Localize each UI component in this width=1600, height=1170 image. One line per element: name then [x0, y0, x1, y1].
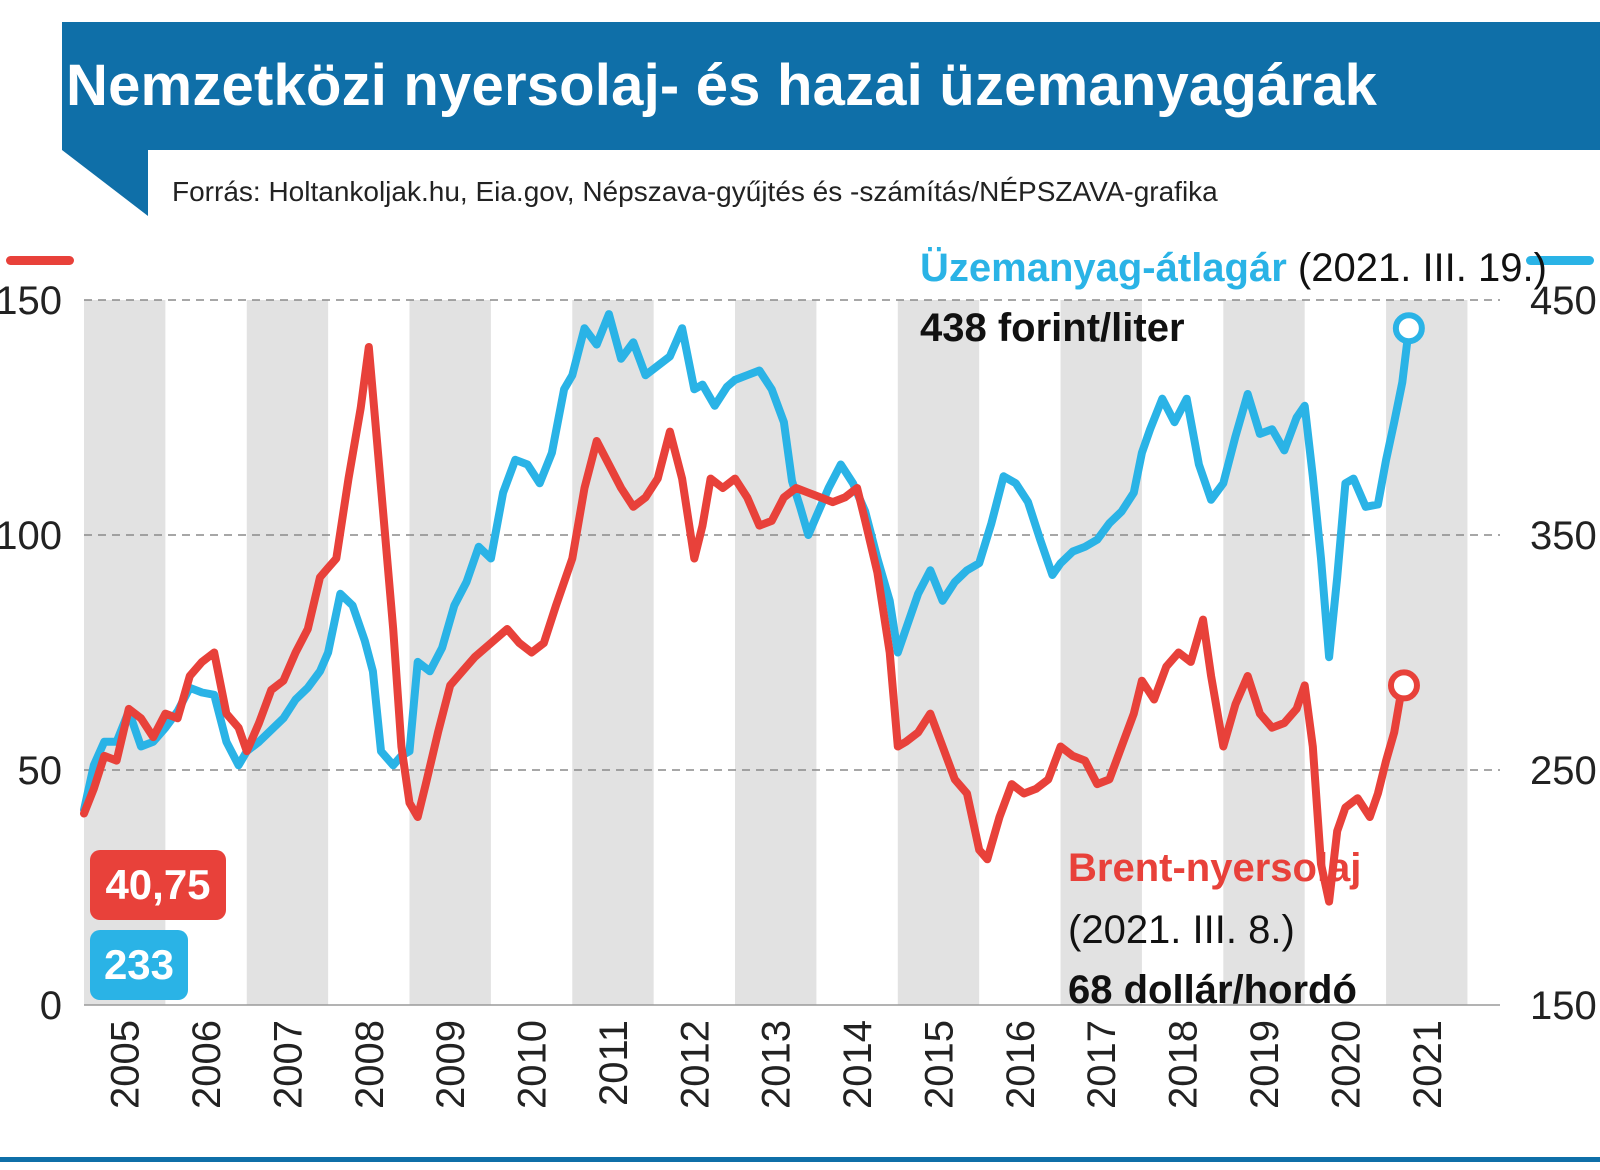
x-tick-label: 2013	[755, 1020, 799, 1109]
brent-end-marker	[1387, 669, 1420, 702]
fuel-series-label: Üzemanyag-átlagár (2021. III. 19.)	[920, 246, 1547, 291]
x-tick-label: 2010	[511, 1020, 555, 1109]
fuel-latest-value: 438 forint/liter	[920, 306, 1185, 350]
brent-start-badge: 40,75	[90, 850, 226, 920]
x-tick-label: 2019	[1243, 1020, 1287, 1109]
source-note: Forrás: Holtankoljak.hu, Eia.gov, Népsza…	[172, 176, 1218, 207]
x-tick-label: 2009	[429, 1020, 473, 1109]
title-notch	[62, 150, 148, 216]
x-tick-label: 2005	[104, 1020, 148, 1109]
fuel-series-date: (2021. III. 19.)	[1286, 246, 1547, 290]
x-tick-label: 2008	[348, 1020, 392, 1109]
left-tick-label: 100	[0, 514, 62, 558]
year-bands	[84, 300, 1468, 1005]
right-axis: 150 250 350 450	[1530, 279, 1597, 1028]
brent-latest-value: 68 dollár/hordó	[1068, 968, 1357, 1012]
x-tick-label: 2016	[999, 1020, 1043, 1109]
fuel-series-name: Üzemanyag-átlagár	[920, 246, 1287, 290]
year-band-2015	[897, 300, 980, 1005]
chart-title: Nemzetközi nyersolaj- és hazai üzemanyag…	[66, 53, 1378, 118]
x-tick-label: 2014	[836, 1020, 880, 1109]
series-lines	[80, 310, 1425, 906]
year-band-2011	[572, 300, 654, 1005]
bottom-rule	[0, 1157, 1600, 1162]
brent-series-name: Brent-nyersolaj	[1068, 846, 1362, 890]
x-tick-label: 2011	[592, 1020, 636, 1106]
brent-line	[80, 343, 1408, 906]
fuel-end-marker	[1392, 312, 1425, 345]
brent-series-date: (2021. III. 8.)	[1068, 908, 1295, 952]
right-tick-label: 450	[1530, 279, 1597, 323]
year-band-2021	[1386, 300, 1468, 1005]
fuel-line	[80, 310, 1413, 814]
x-tick-label: 2012	[673, 1020, 717, 1109]
year-band-2007	[246, 300, 329, 1005]
year-band-2017	[1060, 300, 1142, 1005]
left-tick-label: 0	[40, 984, 62, 1028]
title-bar: Nemzetközi nyersolaj- és hazai üzemanyag…	[62, 22, 1600, 150]
year-band-2013	[735, 300, 817, 1005]
brent-axis-swatch	[6, 256, 74, 265]
right-tick-label: 350	[1530, 514, 1597, 558]
x-tick-label: 2006	[185, 1020, 229, 1109]
x-tick-label: 2018	[1162, 1020, 1206, 1109]
fuel-start-badge: 233	[90, 930, 188, 1000]
x-tick-label: 2015	[917, 1020, 961, 1109]
left-tick-label: 50	[18, 749, 63, 793]
grid-lines	[84, 299, 1500, 1006]
x-tick-label: 2020	[1324, 1020, 1368, 1109]
left-tick-label: 150	[0, 279, 62, 323]
x-tick-label: 2021	[1406, 1020, 1450, 1109]
x-tick-label: 2017	[1080, 1020, 1124, 1109]
right-tick-label: 250	[1530, 749, 1597, 793]
left-axis: 0 50 100 150	[0, 279, 62, 1028]
fuel-axis-swatch	[1526, 256, 1594, 265]
x-axis: 2005 2006 2007 2008 2009 2010 2011 2012 2013 2014…	[104, 1020, 1450, 1109]
x-tick-label: 2007	[266, 1020, 310, 1109]
legend-swatches	[6, 256, 1594, 265]
right-tick-label: 150	[1530, 984, 1597, 1028]
year-band-2019	[1223, 300, 1305, 1005]
